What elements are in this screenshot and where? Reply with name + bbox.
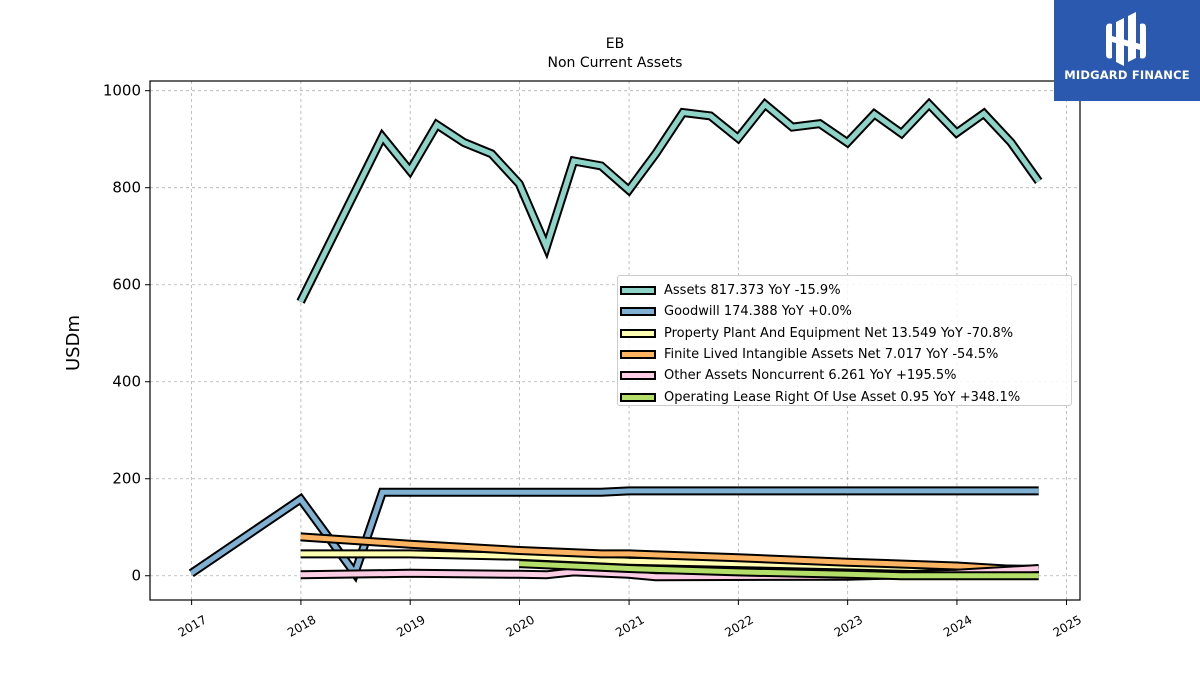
x-tick-label: 2021 xyxy=(613,612,646,639)
x-tick-label: 2017 xyxy=(176,612,209,639)
legend-swatch xyxy=(620,371,656,381)
legend: Assets 817.373 YoY -15.9% Goodwill 174.38… xyxy=(617,275,1072,406)
y-tick-label: 1000 xyxy=(103,82,141,100)
x-tick-label: 2018 xyxy=(285,612,318,639)
legend-swatch xyxy=(620,328,656,338)
legend-label: Goodwill 174.388 YoY +0.0% xyxy=(664,304,852,320)
x-tick-label: 2024 xyxy=(941,612,974,639)
logo-mark-icon xyxy=(1106,12,1146,66)
legend-swatch xyxy=(620,307,656,317)
x-tick-label: 2019 xyxy=(394,612,427,639)
legend-item: Property Plant And Equipment Net 13.549 … xyxy=(618,323,1071,344)
y-tick-label: 400 xyxy=(112,373,141,391)
chart-title: EB xyxy=(606,36,624,52)
y-tick-label: 800 xyxy=(112,179,141,197)
legend-label: Operating Lease Right Of Use Asset 0.95 … xyxy=(664,389,1021,405)
legend-label: Property Plant And Equipment Net 13.549 … xyxy=(664,325,1014,341)
x-tick-label: 2020 xyxy=(504,612,537,639)
legend-swatch xyxy=(620,392,656,402)
x-tick-label: 2023 xyxy=(832,612,865,639)
logo: MIDGARD FINANCE xyxy=(1054,0,1200,101)
x-tick-label: 2022 xyxy=(722,612,755,639)
logo-text: MIDGARD FINANCE xyxy=(1064,68,1190,82)
legend-item: Operating Lease Right Of Use Asset 0.95 … xyxy=(618,386,1071,407)
series-line-finite-lived-intangible-assets-net xyxy=(300,534,1039,574)
series-line-operating-lease-right-of-use-asset xyxy=(519,561,1039,579)
x-tick-label: 2025 xyxy=(1051,612,1084,639)
y-tick-label: 600 xyxy=(112,276,141,294)
series-line-assets xyxy=(298,100,1041,303)
y-tick-label: 200 xyxy=(112,470,141,488)
legend-item: Goodwill 174.388 YoY +0.0% xyxy=(618,301,1071,322)
y-tick-label: 0 xyxy=(131,567,141,585)
plot-frame xyxy=(149,80,1081,601)
legend-item: Assets 817.373 YoY -15.9% xyxy=(618,280,1071,301)
series-lines xyxy=(188,97,1043,583)
legend-swatch xyxy=(620,350,656,360)
series-line-goodwill xyxy=(189,488,1039,579)
legend-label: Other Assets Noncurrent 6.261 YoY +195.5… xyxy=(664,368,957,384)
y-axis-label: USDm xyxy=(63,315,84,371)
legend-item: Finite Lived Intangible Assets Net 7.017… xyxy=(618,344,1071,365)
legend-label: Finite Lived Intangible Assets Net 7.017… xyxy=(664,347,999,363)
legend-label: Assets 817.373 YoY -15.9% xyxy=(664,283,841,299)
chart-subtitle: Non Current Assets xyxy=(548,55,683,71)
legend-item: Other Assets Noncurrent 6.261 YoY +195.5… xyxy=(618,365,1071,386)
legend-swatch xyxy=(620,286,656,296)
